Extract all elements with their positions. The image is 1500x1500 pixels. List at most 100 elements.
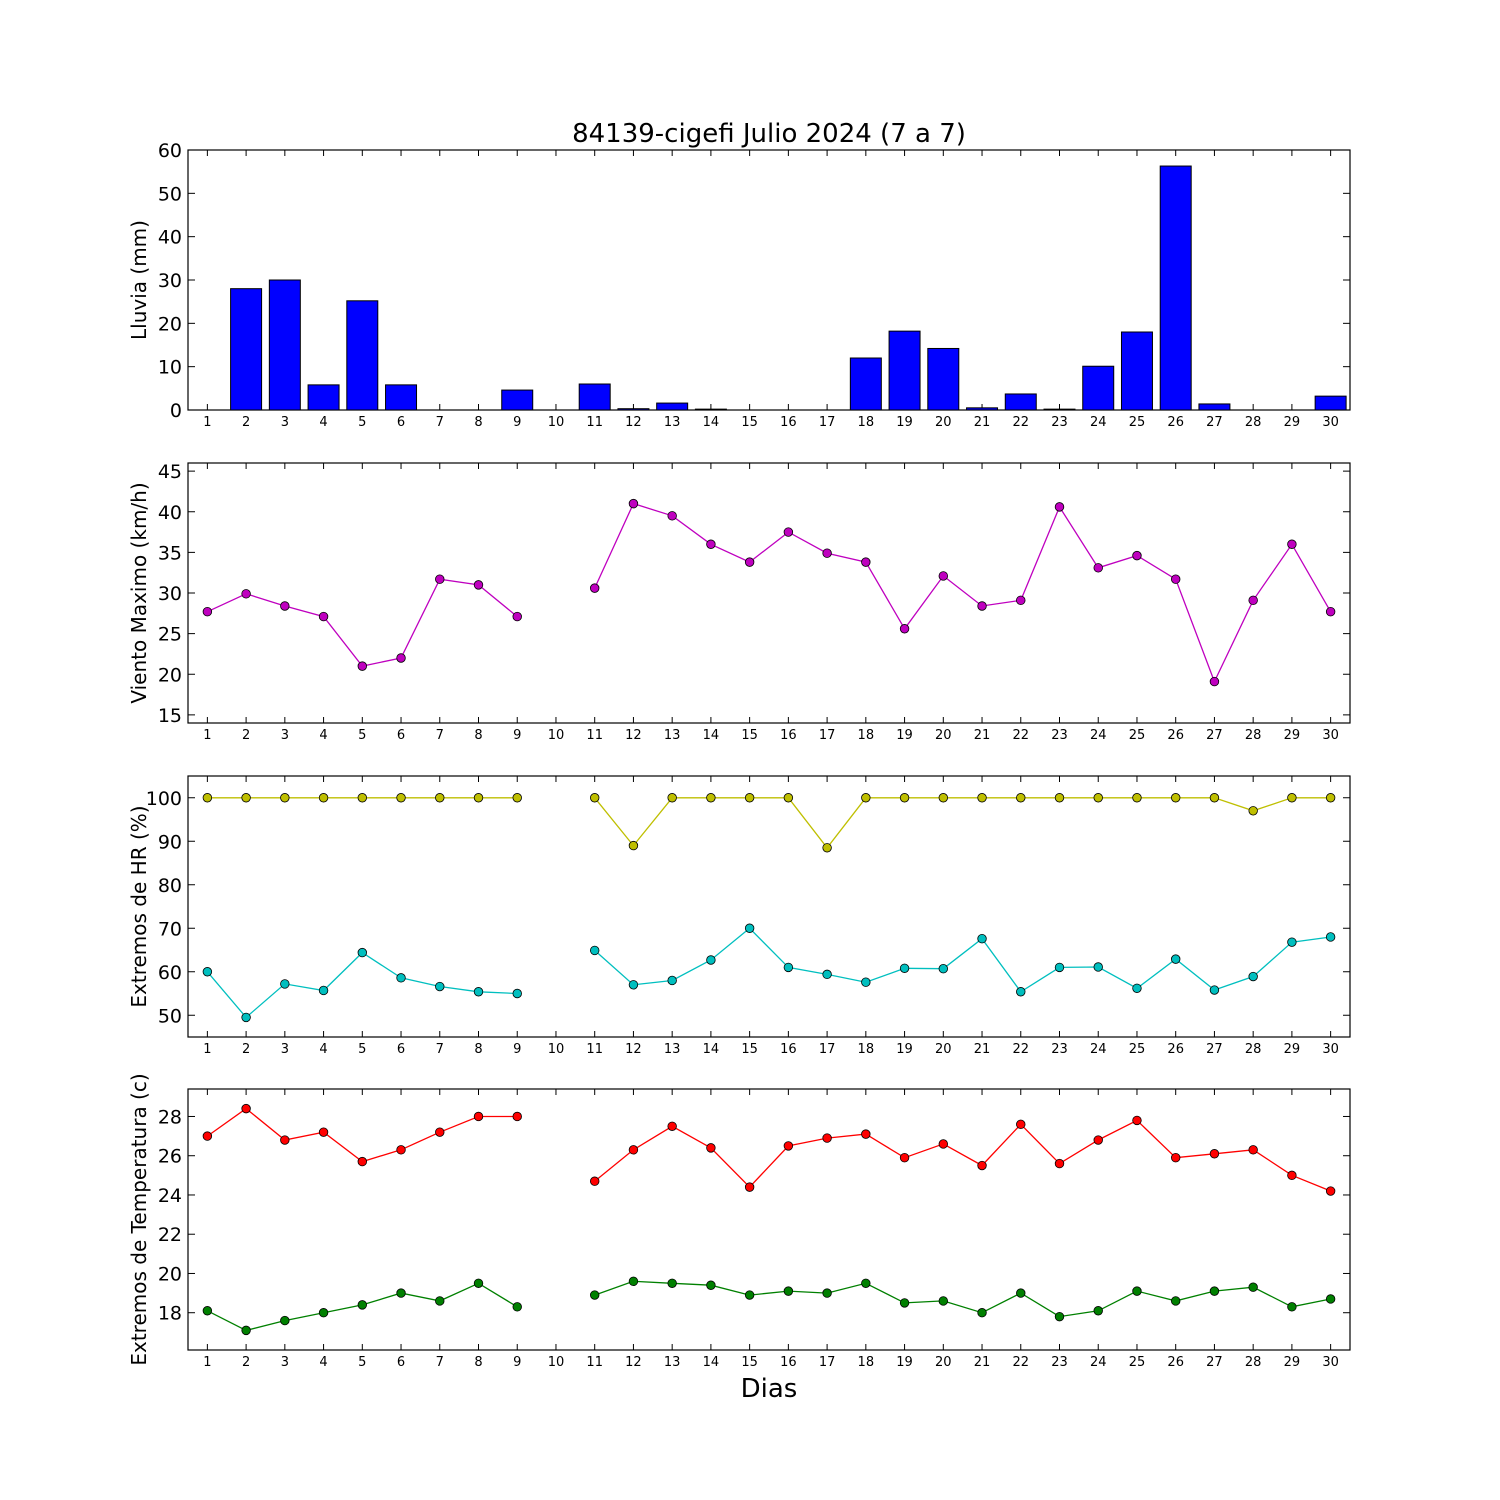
data-point [473, 580, 484, 590]
y-tick-label: 10 [158, 357, 182, 379]
bar [346, 300, 379, 411]
y-tick-label: 24 [158, 1185, 182, 1207]
data-point [744, 923, 755, 933]
data-point [1325, 1186, 1336, 1196]
y-tick-label: 100 [146, 788, 182, 810]
data-point [977, 933, 987, 944]
data-point [241, 589, 251, 599]
data-point [435, 1127, 445, 1137]
data-point [590, 945, 600, 956]
x-tick-label: 15 [741, 1355, 758, 1370]
x-tick-label: 1 [203, 415, 211, 430]
bar [617, 408, 650, 411]
data-point [861, 793, 871, 803]
x-tick-label: 4 [319, 1355, 327, 1370]
x-tick-label: 7 [436, 1042, 444, 1057]
data-point [1170, 1296, 1181, 1306]
y-tick-label: 22 [158, 1224, 182, 1246]
bar [694, 408, 727, 411]
data-point [473, 987, 484, 997]
x-tick-label: 5 [358, 415, 366, 430]
bar [1043, 408, 1076, 411]
data-point [1093, 563, 1103, 573]
data-point [512, 611, 522, 622]
x-tick-label: 30 [1322, 1355, 1339, 1370]
data-point [861, 1129, 871, 1139]
data-point [1093, 1135, 1103, 1145]
bar [268, 279, 301, 411]
x-tick-label: 3 [281, 1042, 289, 1057]
x-tick-label: 23 [1051, 1042, 1068, 1057]
x-tick-label: 13 [664, 728, 681, 743]
x-tick-label: 18 [858, 1355, 875, 1370]
data-point [241, 1012, 251, 1023]
x-tick-label: 4 [319, 728, 327, 743]
y-axis-label: Viento Maximo (km/h) [127, 482, 151, 703]
data-point [202, 967, 213, 977]
data-point [280, 601, 290, 611]
x-tick-label: 12 [625, 1355, 642, 1370]
x-tick-label: 25 [1129, 1355, 1146, 1370]
bar [1120, 331, 1153, 411]
data-point [1170, 954, 1181, 964]
x-tick-label: 15 [741, 728, 758, 743]
bar [230, 288, 263, 411]
x-tick-label: 11 [586, 728, 603, 743]
data-point [1248, 806, 1258, 816]
x-tick-label: 14 [703, 1042, 720, 1057]
data-point [1132, 793, 1142, 803]
x-tick-label: 28 [1245, 415, 1262, 430]
data-point [706, 539, 716, 549]
x-tick-label: 17 [819, 415, 836, 430]
data-point [667, 793, 677, 803]
y-tick-label: 15 [158, 705, 182, 727]
data-point [396, 793, 406, 803]
data-point [1093, 793, 1103, 803]
data-point [512, 1111, 522, 1122]
x-tick-label: 26 [1167, 415, 1184, 430]
bar [927, 347, 960, 411]
data-point [899, 624, 910, 634]
x-tick-label: 12 [625, 728, 642, 743]
data-point [783, 527, 794, 537]
x-tick-label: 29 [1284, 1355, 1301, 1370]
y-tick-label: 18 [158, 1303, 182, 1325]
data-point [861, 1278, 871, 1288]
plot-frame [187, 1088, 1351, 1351]
x-tick-label: 21 [974, 728, 991, 743]
y-tick-label: 80 [158, 875, 182, 897]
x-tick-label: 1 [203, 1042, 211, 1057]
bar [1314, 395, 1347, 411]
data-point [590, 583, 600, 593]
data-point [938, 1296, 949, 1306]
x-tick-label: 27 [1206, 1042, 1223, 1057]
data-point [744, 1290, 755, 1300]
x-tick-label: 3 [281, 728, 289, 743]
data-point [1132, 550, 1142, 561]
data-point [590, 793, 600, 803]
data-point [899, 793, 910, 803]
x-tick-label: 1 [203, 728, 211, 743]
data-point [473, 793, 484, 803]
data-point [473, 1111, 484, 1122]
data-point [628, 1145, 639, 1155]
data-point [1054, 793, 1065, 803]
data-point [667, 975, 677, 986]
x-tick-label: 29 [1284, 1042, 1301, 1057]
x-tick-label: 28 [1245, 1042, 1262, 1057]
data-point [1325, 1294, 1336, 1304]
x-tick-label: 30 [1322, 728, 1339, 743]
data-point [1016, 595, 1026, 606]
y-tick-label: 30 [158, 270, 182, 292]
x-tick-label: 11 [586, 1355, 603, 1370]
data-point [512, 1302, 522, 1312]
data-point [1054, 962, 1065, 973]
data-point [241, 1325, 251, 1336]
x-tick-label: 19 [896, 728, 913, 743]
x-tick-label: 16 [780, 1042, 797, 1057]
x-tick-label: 27 [1206, 728, 1223, 743]
data-point [318, 611, 329, 622]
x-tick-label: 8 [474, 1042, 482, 1057]
